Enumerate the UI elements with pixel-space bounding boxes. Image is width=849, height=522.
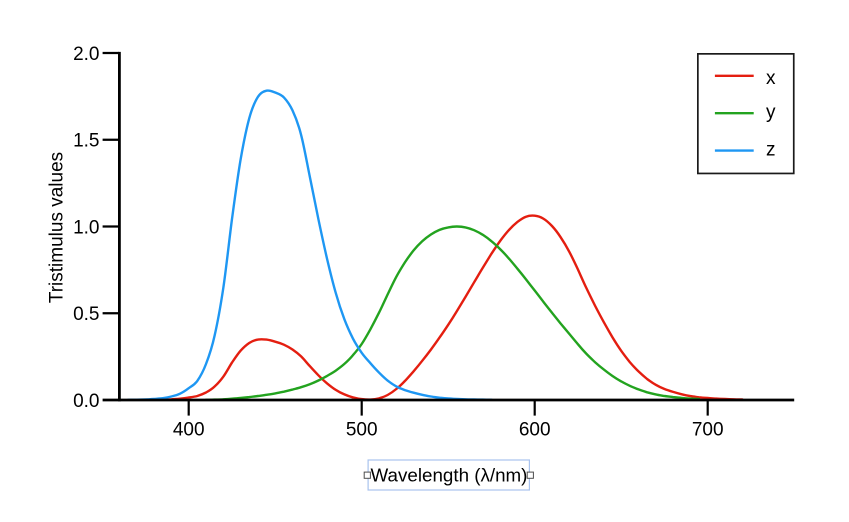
svg-text:z: z	[766, 140, 776, 161]
svg-text:Tristimulus values: Tristimulus values	[47, 152, 68, 303]
svg-text:500: 500	[346, 420, 378, 441]
svg-text:1.5: 1.5	[73, 131, 99, 152]
svg-text:0.5: 0.5	[73, 304, 99, 325]
svg-text:700: 700	[692, 420, 724, 441]
svg-text:y: y	[766, 102, 776, 123]
svg-text:400: 400	[173, 420, 205, 441]
svg-text:2.0: 2.0	[73, 44, 99, 65]
svg-text:x: x	[766, 68, 776, 89]
svg-text:0.0: 0.0	[73, 391, 99, 412]
svg-text:600: 600	[519, 420, 551, 441]
svg-text:Wavelength (λ/nm): Wavelength (λ/nm)	[371, 464, 528, 485]
svg-text:1.0: 1.0	[73, 217, 99, 238]
